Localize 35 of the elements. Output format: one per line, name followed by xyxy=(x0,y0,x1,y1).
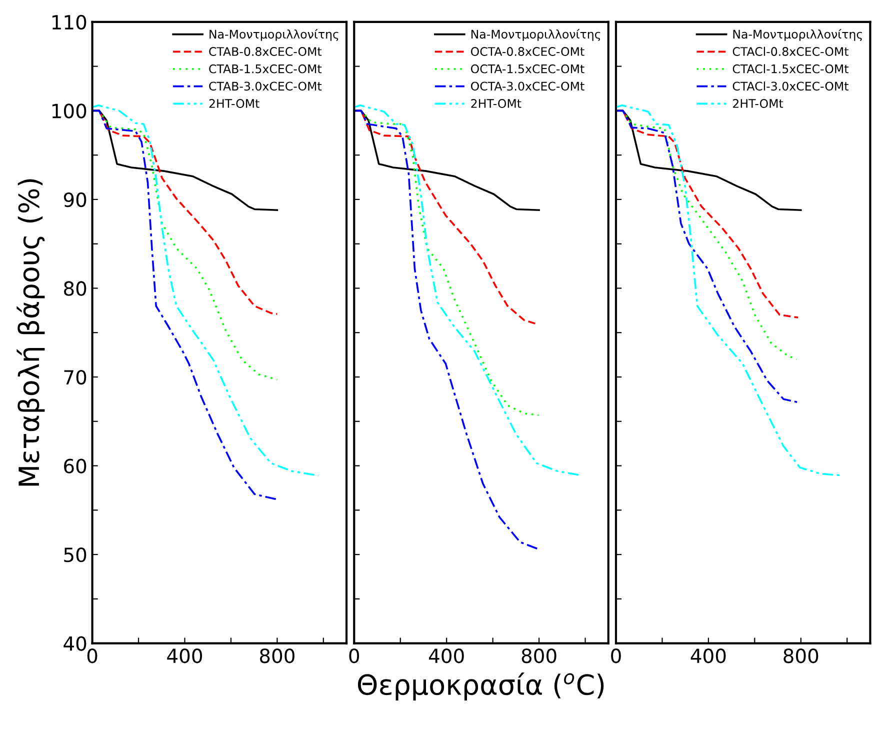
y-tick-label: 40 xyxy=(64,636,86,651)
legend-label: Na-Μοντμοριλλονίτης xyxy=(210,29,338,41)
y-tick-label: 80 xyxy=(64,281,86,296)
legend-label: Na-Μοντμοριλλονίτης xyxy=(733,29,862,41)
x-tick-label: 400 xyxy=(428,648,464,664)
legend-label: CTACl-1.5xCEC-OMt xyxy=(732,64,848,74)
y-tick-label: 90 xyxy=(64,192,86,208)
line-series xyxy=(92,110,278,500)
legend-label: Na-Μοντμοριλλονίτης xyxy=(471,29,600,41)
legend-label: CTACl-0.8xCEC-OMt xyxy=(732,46,848,56)
legend-label: CTAB-0.8xCEC-OMt xyxy=(209,47,322,56)
x-tick-label: 0 xyxy=(611,648,621,664)
y-tick-label: 70 xyxy=(64,370,86,385)
legend-label: OCTA-1.5xCEC-OMt xyxy=(470,64,584,74)
x-tick-label: 0 xyxy=(349,648,360,664)
x-axis-title: Θερμοκρασία ($^{o}$C) xyxy=(358,672,604,701)
legend-label: CTAB-3.0xCEC-OMt xyxy=(209,82,322,91)
y-tick-label: 110 xyxy=(52,14,86,30)
legend-label: 2HT-OMt xyxy=(733,99,784,108)
legend-label: OCTA-3.0xCEC-OMt xyxy=(470,82,584,91)
y-tick-label: 60 xyxy=(64,458,86,474)
x-tick-label: 800 xyxy=(522,648,556,664)
legend-label: 2HT-OMt xyxy=(471,99,522,108)
x-tick-label: 0 xyxy=(87,648,98,664)
x-tick-label: 400 xyxy=(690,648,726,664)
legend-label: 2HT-OMt xyxy=(209,99,260,108)
y-tick-label: 50 xyxy=(64,547,86,562)
legend-label: CTACl-3.0xCEC-OMt xyxy=(732,81,848,91)
x-tick-label: 800 xyxy=(784,648,818,664)
x-tick-label: 800 xyxy=(260,648,294,664)
legend-label: CTAB-1.5xCEC-OMt xyxy=(209,64,322,74)
y-tick-label: 100 xyxy=(52,104,86,118)
y-axis-title: Μεταβολή βάρους (%) xyxy=(16,179,45,486)
legend-label: OCTA-0.8xCEC-OMt xyxy=(470,47,584,56)
x-tick-label: 400 xyxy=(167,648,202,664)
